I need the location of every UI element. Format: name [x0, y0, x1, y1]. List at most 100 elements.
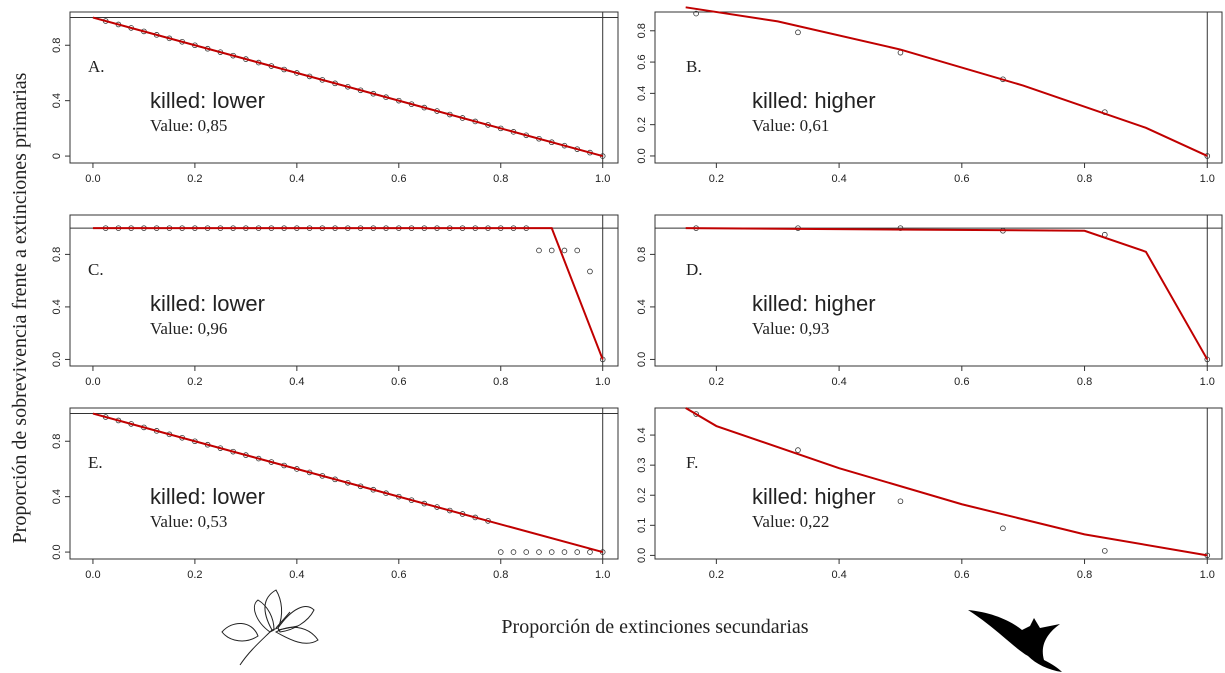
- value-label: Value: 0,53: [150, 512, 227, 531]
- x-axis-title: Proporción de extinciones secundarias: [501, 616, 808, 638]
- x-tick-label: 0.4: [289, 569, 304, 581]
- y-tick-label: 0.8: [51, 247, 63, 262]
- x-tick-label: 0.6: [954, 376, 969, 388]
- point: [497, 549, 504, 555]
- y-axis-title: Proporción de sobrevivencia frente a ext…: [9, 72, 31, 543]
- point: [510, 549, 517, 555]
- value-label: Value: 0,22: [752, 512, 829, 531]
- killed-label: killed: lower: [150, 291, 265, 316]
- plot-box: [69, 407, 619, 560]
- y-tick-label: 0.4: [51, 299, 63, 314]
- x-tick-label: 1.0: [595, 569, 610, 581]
- y-tick-label: 0.8: [636, 247, 648, 262]
- killed-label: killed: higher: [752, 484, 876, 509]
- y-tick-label: 0.0: [636, 148, 648, 163]
- x-tick-label: 0.4: [831, 173, 846, 185]
- panel-label: F.: [686, 453, 698, 472]
- value-label: Value: 0,96: [150, 319, 227, 338]
- x-tick-label: 0.4: [831, 376, 846, 388]
- plot-box: [654, 214, 1223, 367]
- x-tick-label: 0.8: [493, 376, 508, 388]
- killed-label: killed: higher: [752, 291, 876, 316]
- x-tick-label: 0.8: [1077, 173, 1092, 185]
- fit-line: [685, 407, 1208, 557]
- panel-label: A.: [88, 57, 105, 76]
- point: [1101, 548, 1108, 554]
- point: [587, 268, 593, 275]
- panel-label: D.: [686, 260, 703, 279]
- point: [548, 247, 555, 254]
- killed-label: killed: higher: [752, 88, 876, 113]
- fit-line: [685, 227, 1209, 360]
- x-tick-label: 0.8: [1077, 569, 1092, 581]
- point: [1204, 356, 1211, 363]
- point: [536, 549, 542, 555]
- fit-line: [92, 412, 603, 554]
- x-tick-label: 1.0: [595, 173, 610, 185]
- y-tick-label: 0.0: [636, 352, 648, 367]
- value-label: Value: 0,93: [752, 319, 829, 338]
- y-tick-label: 0.4: [636, 299, 648, 314]
- point: [523, 549, 530, 555]
- y-tick-label: 0: [51, 153, 63, 159]
- plot-box: [654, 11, 1223, 164]
- panel-label: E.: [88, 453, 103, 472]
- point: [561, 549, 568, 555]
- x-tick-label: 0.2: [187, 173, 202, 185]
- fit-line: [92, 227, 604, 360]
- point: [693, 411, 699, 417]
- value-label: Value: 0,61: [752, 116, 829, 135]
- y-tick-label: 0.4: [51, 489, 63, 504]
- x-tick-label: 0.2: [709, 569, 724, 581]
- x-tick-label: 0.4: [289, 173, 304, 185]
- panel-label: C.: [88, 260, 104, 279]
- x-tick-label: 0.4: [831, 569, 846, 581]
- y-tick-label: 0.6: [636, 54, 648, 69]
- y-tick-label: 0.4: [636, 86, 648, 101]
- killed-label: killed: lower: [150, 484, 265, 509]
- x-tick-label: 1.0: [1200, 569, 1215, 581]
- y-tick-label: 0.0: [51, 352, 63, 367]
- x-tick-label: 0.0: [85, 173, 100, 185]
- x-tick-label: 0.2: [187, 376, 202, 388]
- point: [795, 29, 801, 36]
- y-tick-label: 0.1: [636, 518, 648, 533]
- flower-icon: [221, 589, 319, 666]
- bat-icon: [968, 610, 1062, 672]
- x-tick-label: 1.0: [1200, 376, 1215, 388]
- plot-box: [654, 407, 1223, 560]
- y-tick-label: 0.8: [636, 23, 648, 38]
- y-tick-label: 0.4: [51, 93, 63, 108]
- x-tick-label: 0.8: [493, 569, 508, 581]
- x-tick-label: 0.8: [1077, 376, 1092, 388]
- point: [561, 247, 568, 254]
- x-tick-label: 0.6: [391, 173, 406, 185]
- y-tick-label: 0.2: [636, 488, 648, 503]
- x-tick-label: 0.0: [85, 569, 100, 581]
- x-tick-label: 1.0: [595, 376, 610, 388]
- x-tick-label: 0.6: [954, 173, 969, 185]
- x-tick-label: 0.2: [187, 569, 202, 581]
- point: [795, 447, 801, 453]
- panel-label: B.: [686, 57, 702, 76]
- y-tick-label: 0.0: [51, 544, 63, 559]
- y-tick-label: 0.4: [636, 427, 648, 442]
- point: [536, 247, 542, 254]
- x-tick-label: 1.0: [1200, 173, 1215, 185]
- y-tick-label: 0.0: [636, 548, 648, 563]
- point: [1204, 153, 1211, 159]
- value-label: Value: 0,85: [150, 116, 227, 135]
- x-tick-label: 0.8: [493, 173, 508, 185]
- x-tick-label: 0.6: [954, 569, 969, 581]
- x-tick-label: 0.6: [391, 376, 406, 388]
- fit-line: [92, 16, 603, 158]
- point: [574, 247, 581, 254]
- y-tick-label: 0.8: [51, 38, 63, 53]
- plot-box: [69, 11, 619, 164]
- y-tick-label: 0.2: [636, 117, 648, 132]
- plot-box: [69, 214, 619, 367]
- fit-line: [685, 6, 1208, 157]
- x-tick-label: 0.4: [289, 376, 304, 388]
- killed-label: killed: lower: [150, 88, 265, 113]
